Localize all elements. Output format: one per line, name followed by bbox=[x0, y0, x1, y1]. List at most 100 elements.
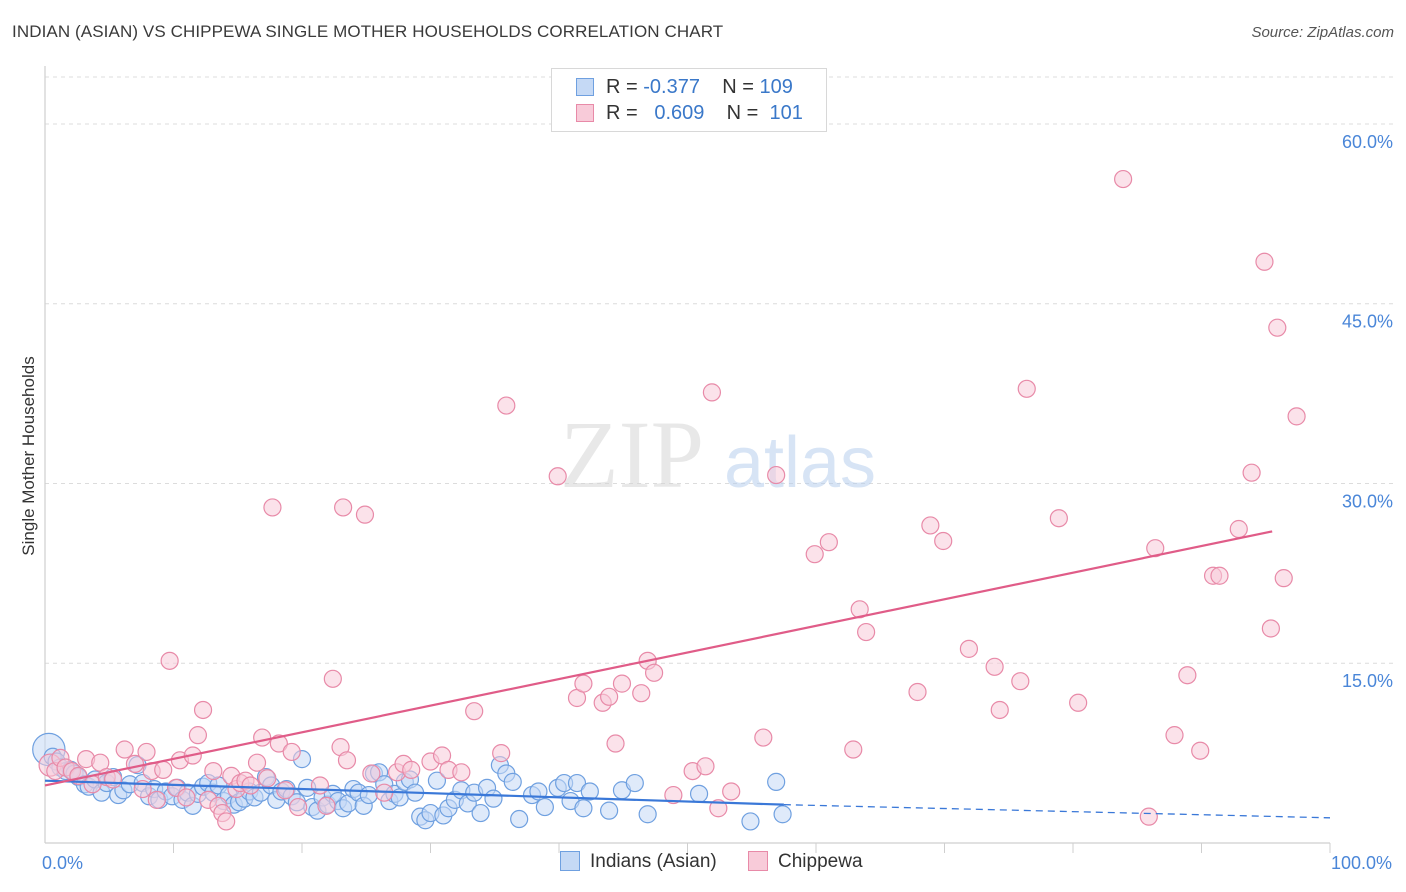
data-point bbox=[355, 505, 375, 524]
data-point bbox=[741, 812, 760, 831]
data-point bbox=[1229, 519, 1248, 539]
series-swatch-chippewa bbox=[748, 851, 769, 871]
trend-line-extension-indians bbox=[783, 804, 1331, 819]
trend-line-chippewa bbox=[44, 530, 1273, 787]
data-point bbox=[160, 651, 179, 670]
data-point bbox=[323, 669, 342, 688]
data-point bbox=[985, 657, 1004, 676]
data-point bbox=[310, 776, 330, 795]
legend-swatch-indians bbox=[576, 78, 594, 96]
x-tick-label: 100.0% bbox=[1331, 853, 1392, 873]
y-tick-label: 60.0% bbox=[1342, 132, 1393, 152]
data-point bbox=[1268, 318, 1287, 337]
y-tick-label: 15.0% bbox=[1342, 671, 1393, 691]
data-point bbox=[317, 796, 336, 815]
data-point bbox=[696, 757, 715, 776]
legend-row-chippewa: R = 0.609 N = 101 bbox=[576, 102, 803, 125]
data-point bbox=[722, 782, 741, 801]
data-point bbox=[147, 790, 166, 809]
data-point bbox=[263, 498, 282, 517]
axes bbox=[44, 66, 1331, 853]
data-point bbox=[1069, 693, 1088, 712]
series-legend-chippewa[interactable]: Chippewa bbox=[748, 851, 863, 873]
source-label: Source: ZipAtlas.com bbox=[1251, 24, 1394, 41]
data-point bbox=[217, 812, 236, 831]
legend-row-indians: R = -0.377 N = 109 bbox=[576, 76, 793, 99]
x-tick-label: 0.0% bbox=[42, 853, 83, 873]
data-point bbox=[154, 760, 173, 779]
data-point bbox=[664, 785, 683, 805]
data-point bbox=[767, 465, 786, 485]
data-point bbox=[959, 639, 979, 658]
data-point bbox=[921, 516, 940, 535]
data-point bbox=[574, 674, 593, 693]
watermark-zip: ZIP bbox=[560, 401, 704, 508]
data-point bbox=[990, 700, 1009, 720]
data-point bbox=[1274, 569, 1293, 588]
data-point bbox=[204, 761, 223, 781]
y-tick-label: 45.0% bbox=[1342, 312, 1393, 332]
chart-title: INDIAN (ASIAN) VS CHIPPEWA SINGLE MOTHER… bbox=[12, 22, 724, 41]
data-point bbox=[1114, 169, 1133, 189]
data-point bbox=[282, 742, 301, 762]
data-point bbox=[193, 700, 213, 720]
data-point bbox=[819, 533, 838, 552]
data-point bbox=[289, 797, 308, 817]
data-point bbox=[276, 781, 295, 800]
series-label-chippewa: Chippewa bbox=[778, 851, 863, 872]
data-point bbox=[137, 742, 156, 762]
y-axis-label: Single Mother Households bbox=[19, 356, 38, 555]
data-point bbox=[1261, 619, 1280, 638]
legend-r-value-indians: -0.377 bbox=[643, 76, 700, 98]
data-point bbox=[247, 753, 267, 772]
data-point bbox=[471, 803, 490, 823]
legend-n-value-chippewa: 101 bbox=[769, 102, 803, 124]
data-point bbox=[115, 740, 134, 759]
data-point bbox=[334, 498, 353, 517]
legend-n-label: N = bbox=[726, 102, 759, 124]
data-point bbox=[359, 785, 378, 805]
data-point bbox=[269, 734, 288, 753]
data-point bbox=[754, 728, 773, 747]
data-point bbox=[844, 740, 863, 759]
series-legend: Indians (Asian) Chippewa bbox=[560, 851, 889, 873]
legend-r-label: R = bbox=[606, 102, 638, 124]
legend-swatch-chippewa bbox=[576, 104, 594, 122]
data-point bbox=[1242, 463, 1261, 482]
data-point bbox=[452, 763, 471, 782]
data-point bbox=[1139, 807, 1158, 826]
data-point bbox=[1017, 379, 1036, 398]
data-point bbox=[632, 684, 651, 703]
data-point bbox=[177, 788, 196, 807]
data-point bbox=[402, 760, 421, 779]
data-point bbox=[1165, 726, 1184, 745]
data-point bbox=[767, 772, 786, 791]
data-point bbox=[1178, 666, 1197, 685]
data-point bbox=[805, 545, 824, 564]
data-point bbox=[258, 769, 277, 788]
grid-lines bbox=[45, 76, 1395, 664]
data-point bbox=[644, 663, 664, 682]
tick-labels: 15.0% 30.0% 45.0% 60.0% 0.0% 100.0% bbox=[42, 132, 1393, 873]
data-point bbox=[188, 726, 208, 745]
data-point bbox=[612, 674, 632, 693]
watermark-atlas: atlas bbox=[724, 423, 876, 503]
series-label-indians: Indians (Asian) bbox=[590, 851, 717, 872]
data-point bbox=[702, 383, 722, 402]
series-legend-indians[interactable]: Indians (Asian) bbox=[560, 851, 717, 873]
data-point bbox=[492, 744, 511, 763]
data-point bbox=[465, 702, 484, 721]
data-point bbox=[427, 771, 447, 790]
data-point bbox=[337, 751, 357, 770]
legend-r-value-chippewa: 0.609 bbox=[654, 102, 705, 124]
data-point bbox=[934, 531, 953, 551]
data-point bbox=[484, 789, 503, 808]
data-point bbox=[625, 773, 644, 793]
data-points bbox=[32, 169, 1306, 831]
data-point bbox=[689, 784, 709, 803]
data-point bbox=[857, 622, 876, 642]
data-point bbox=[241, 776, 260, 795]
data-point bbox=[497, 396, 516, 415]
legend-n-label: N = bbox=[722, 76, 754, 98]
